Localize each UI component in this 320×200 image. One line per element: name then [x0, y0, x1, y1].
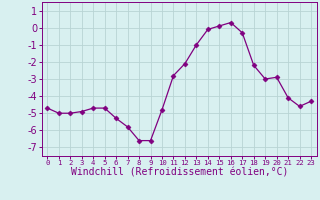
X-axis label: Windchill (Refroidissement éolien,°C): Windchill (Refroidissement éolien,°C) [70, 168, 288, 178]
